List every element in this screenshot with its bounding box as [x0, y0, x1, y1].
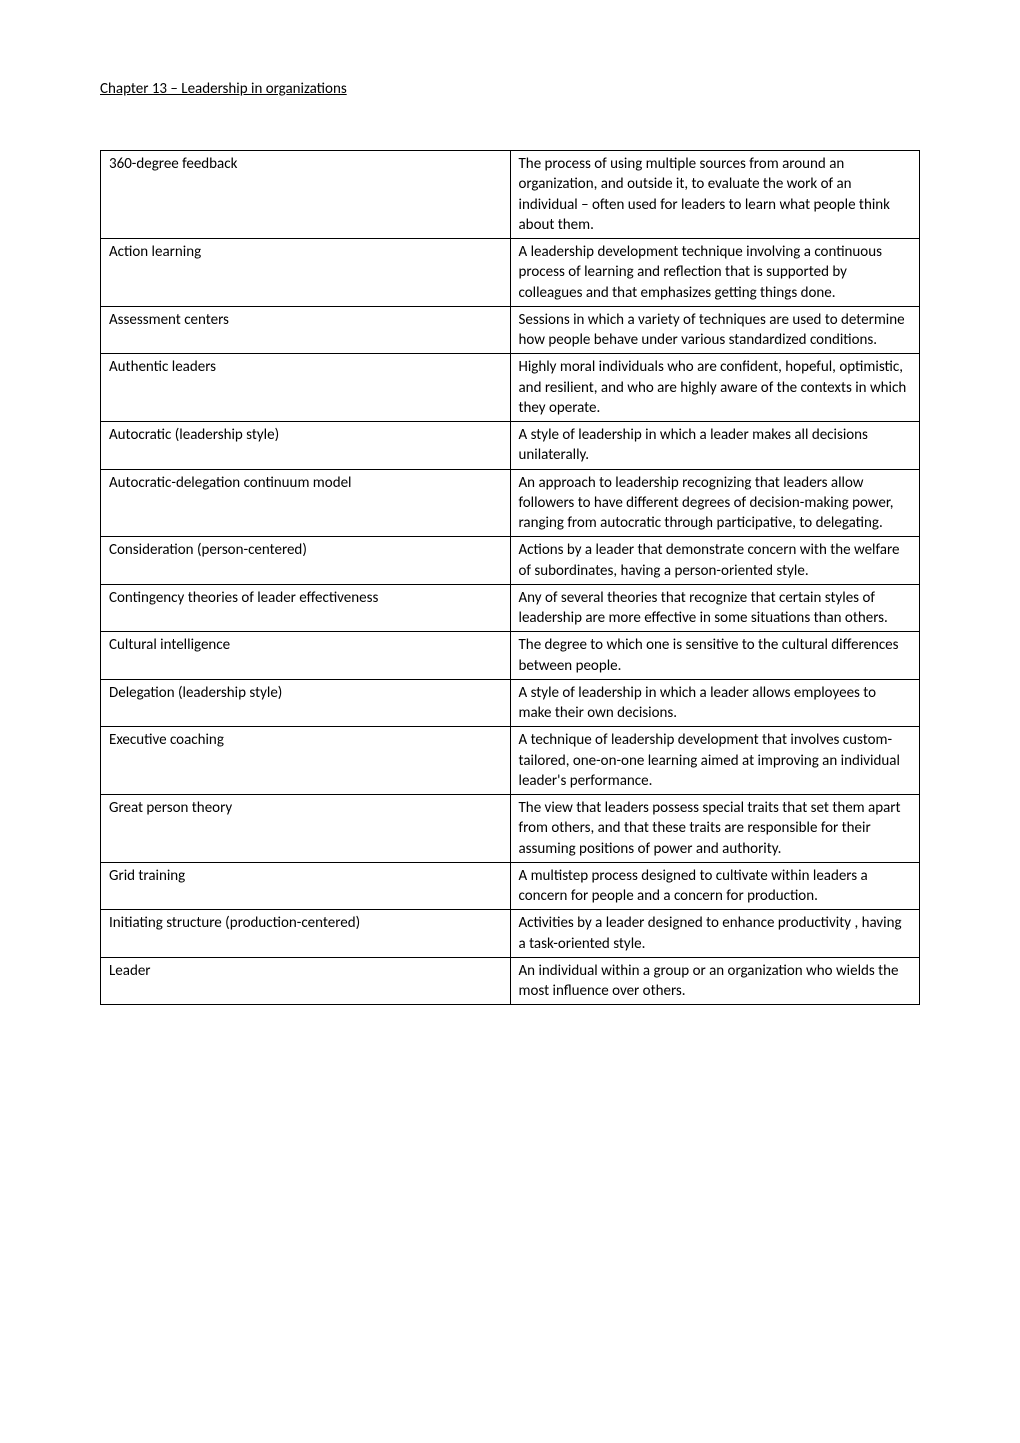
definition-cell: An approach to leadership recognizing th… [510, 469, 920, 537]
term-cell: Delegation (leadership style) [101, 679, 511, 727]
term-cell: 360-degree feedback [101, 151, 511, 239]
table-row: Authentic leadersHighly moral individual… [101, 354, 920, 422]
term-cell: Contingency theories of leader effective… [101, 584, 511, 632]
definition-cell: A technique of leadership development th… [510, 727, 920, 795]
definition-cell: Highly moral individuals who are confide… [510, 354, 920, 422]
term-cell: Grid training [101, 862, 511, 910]
term-cell: Assessment centers [101, 306, 511, 354]
definition-cell: A leadership development technique invol… [510, 239, 920, 307]
definition-cell: The process of using multiple sources fr… [510, 151, 920, 239]
table-row: Initiating structure (production-centere… [101, 910, 920, 958]
definition-cell: The view that leaders possess special tr… [510, 795, 920, 863]
table-row: LeaderAn individual within a group or an… [101, 957, 920, 1005]
term-cell: Autocratic (leadership style) [101, 422, 511, 470]
table-row: Grid trainingA multistep process designe… [101, 862, 920, 910]
table-row: Great person theoryThe view that leaders… [101, 795, 920, 863]
table-row: Autocratic (leadership style)A style of … [101, 422, 920, 470]
term-cell: Great person theory [101, 795, 511, 863]
table-row: Cultural intelligenceThe degree to which… [101, 632, 920, 680]
table-row: Executive coachingA technique of leaders… [101, 727, 920, 795]
term-cell: Leader [101, 957, 511, 1005]
table-row: Contingency theories of leader effective… [101, 584, 920, 632]
page-title: Chapter 13 – Leadership in organizations [100, 80, 920, 98]
term-cell: Autocratic-delegation continuum model [101, 469, 511, 537]
term-cell: Cultural intelligence [101, 632, 511, 680]
glossary-table: 360-degree feedbackThe process of using … [100, 150, 920, 1005]
page: Chapter 13 – Leadership in organizations… [0, 0, 1020, 1443]
term-cell: Authentic leaders [101, 354, 511, 422]
table-row: Action learningA leadership development … [101, 239, 920, 307]
term-cell: Consideration (person-centered) [101, 537, 511, 585]
glossary-table-body: 360-degree feedbackThe process of using … [101, 151, 920, 1005]
table-row: Assessment centersSessions in which a va… [101, 306, 920, 354]
definition-cell: Any of several theories that recognize t… [510, 584, 920, 632]
definition-cell: Actions by a leader that demonstrate con… [510, 537, 920, 585]
term-cell: Action learning [101, 239, 511, 307]
definition-cell: A multistep process designed to cultivat… [510, 862, 920, 910]
table-row: Consideration (person-centered)Actions b… [101, 537, 920, 585]
definition-cell: A style of leadership in which a leader … [510, 422, 920, 470]
term-cell: Executive coaching [101, 727, 511, 795]
definition-cell: Activities by a leader designed to enhan… [510, 910, 920, 958]
definition-cell: Sessions in which a variety of technique… [510, 306, 920, 354]
term-cell: Initiating structure (production-centere… [101, 910, 511, 958]
table-row: Delegation (leadership style)A style of … [101, 679, 920, 727]
definition-cell: The degree to which one is sensitive to … [510, 632, 920, 680]
definition-cell: A style of leadership in which a leader … [510, 679, 920, 727]
table-row: 360-degree feedbackThe process of using … [101, 151, 920, 239]
definition-cell: An individual within a group or an organ… [510, 957, 920, 1005]
table-row: Autocratic-delegation continuum modelAn … [101, 469, 920, 537]
